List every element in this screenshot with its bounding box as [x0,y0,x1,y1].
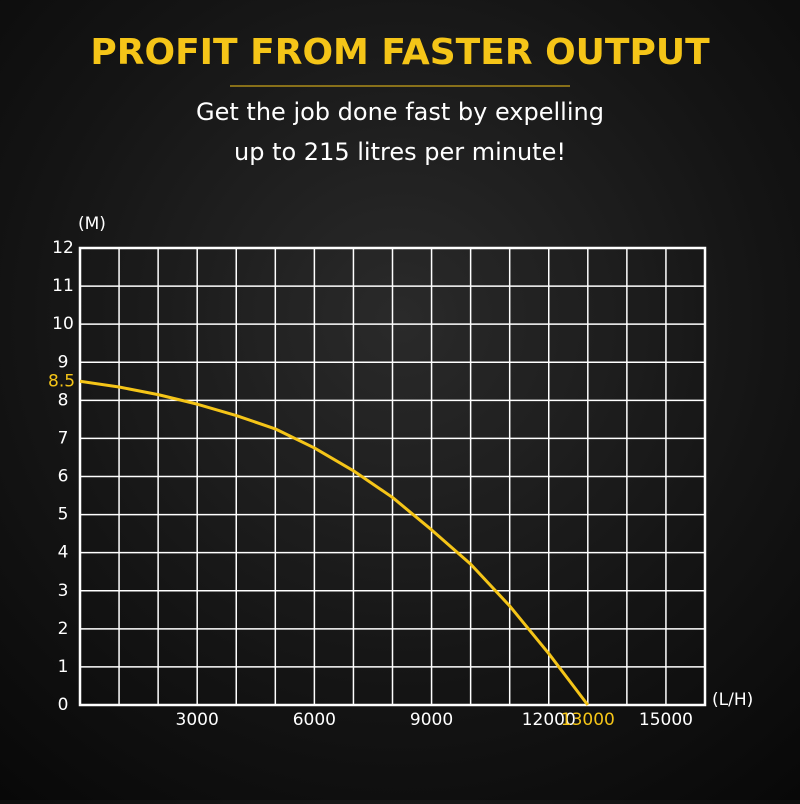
subtitle: Get the job done fast by expelling [196,98,604,126]
x-tick-label: 9000 [410,710,453,730]
y-tick-label: 4 [58,543,69,563]
y-tick-label: 5 [58,505,69,525]
y-tick-label: 2 [58,619,69,639]
x-tick-label: 12000 [522,710,576,730]
y-tick-label: 11 [52,276,74,296]
x-axis-label: (L/H) [712,690,753,710]
y-tick-label: 0 [58,695,69,715]
subtitle: up to 215 litres per minute! [234,138,566,166]
y-axis-label: (M) [78,214,106,234]
x-tick-label: 3000 [176,710,219,730]
y-tick-label: 8 [58,390,69,410]
y-tick-label: 10 [52,314,74,334]
y-tick-label: 9 [58,352,69,372]
y-tick-label: 6 [58,467,69,487]
y-tick-label: 1 [58,657,69,677]
x-tick-label: 13000 [561,710,615,730]
title: PROFIT FROM FASTER OUTPUT [90,32,710,73]
y-tick-label: 7 [58,428,69,448]
y-tick-label: 3 [58,581,69,601]
y-tick-label: 8.5 [48,371,75,391]
x-tick-label: 15000 [639,710,693,730]
y-tick-label: 12 [52,238,74,258]
plot-frame [78,246,707,707]
curve [79,379,590,706]
x-tick-label: 6000 [293,710,336,730]
